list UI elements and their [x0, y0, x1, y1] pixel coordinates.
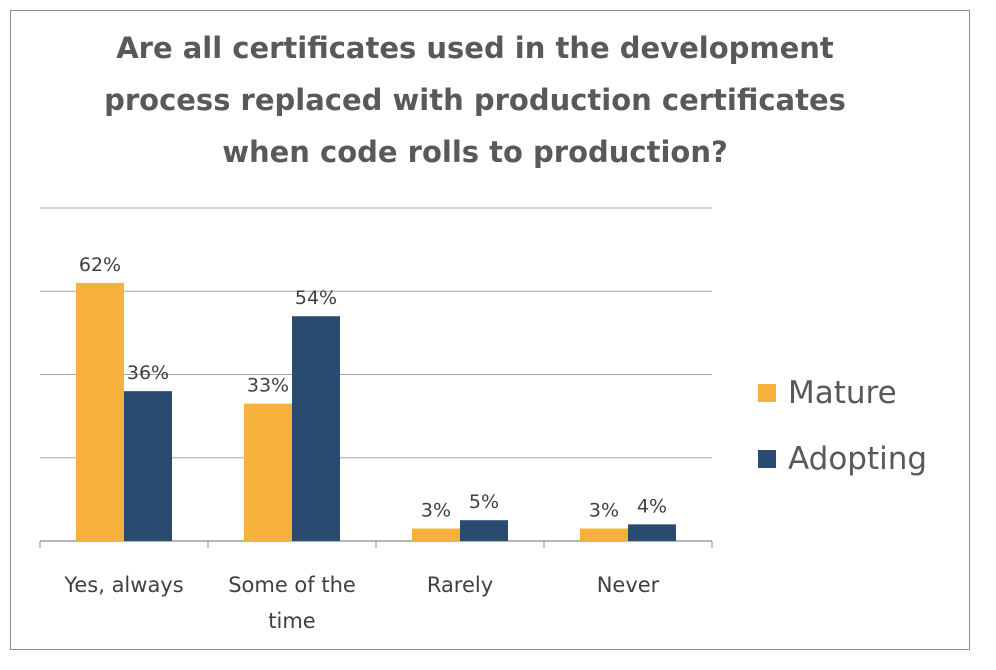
bar-adopting — [460, 520, 508, 541]
data-label: 3% — [421, 500, 451, 522]
legend-item-mature: Mature — [758, 360, 927, 426]
data-label: 5% — [469, 491, 499, 513]
x-tick-label: Some of the time — [228, 573, 356, 633]
bar-adopting — [124, 391, 172, 541]
chart-frame — [10, 10, 970, 650]
x-tick-label: Never — [597, 573, 660, 597]
data-label: 4% — [637, 495, 667, 517]
chart-title: Are all certificates used in the develop… — [104, 31, 846, 169]
bar-mature — [244, 403, 292, 541]
legend: Mature Adopting — [758, 360, 927, 492]
legend-label-mature: Mature — [788, 375, 897, 411]
bar-adopting — [292, 316, 340, 541]
legend-swatch-adopting — [758, 450, 776, 468]
x-tick-label: Rarely — [427, 573, 493, 597]
data-label: 54% — [295, 287, 337, 309]
data-label: 36% — [127, 362, 169, 384]
legend-label-adopting: Adopting — [788, 441, 928, 477]
x-tick-label: Yes, always — [63, 573, 183, 597]
legend-item-adopting: Adopting — [758, 426, 927, 492]
bar-mature — [412, 528, 460, 541]
data-label: 62% — [79, 254, 121, 276]
legend-swatch-mature — [758, 384, 776, 402]
data-label: 33% — [247, 375, 289, 397]
data-label: 3% — [589, 500, 619, 522]
bar-adopting — [628, 524, 676, 541]
bar-mature — [580, 528, 628, 541]
bar-mature — [76, 282, 124, 541]
